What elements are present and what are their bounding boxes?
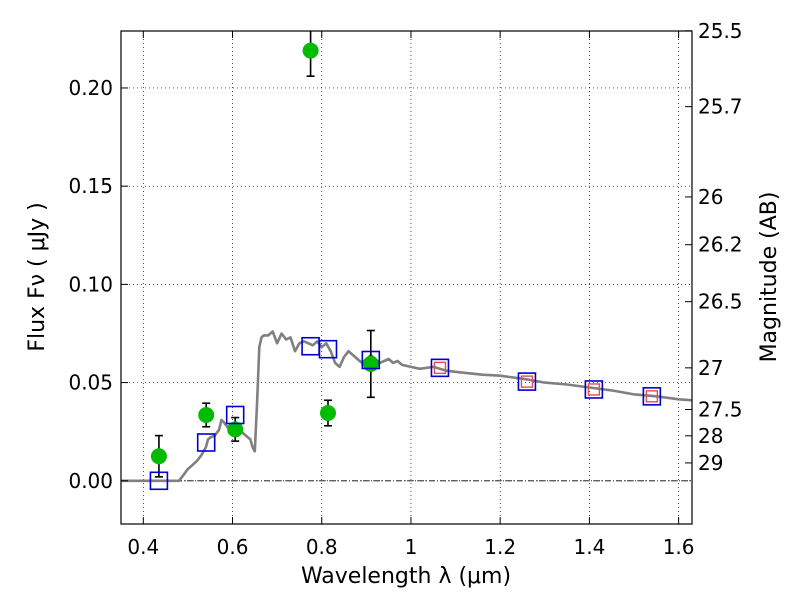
model-square: [318, 339, 338, 359]
observed-point: [198, 406, 215, 423]
y2-axis-label: Magnitude (AB): [757, 192, 782, 363]
x-tick-label: 0.4: [127, 535, 159, 559]
observed-point: [302, 42, 319, 59]
y2-tick-label: 25.5: [698, 19, 743, 43]
observed-point: [319, 405, 336, 422]
x-tick-label: 1.6: [663, 535, 695, 559]
observed-point: [227, 421, 244, 438]
model-square: [642, 387, 662, 406]
model-square: [584, 380, 604, 399]
y2-tick-label: 29: [698, 451, 723, 475]
model-spectrum: [121, 330, 693, 483]
y-tick-label: 0.15: [68, 174, 113, 198]
model-inner-square: [520, 375, 534, 388]
y-axis-ticks: 0.00 0.05 0.10 0.15 0.20: [68, 76, 128, 493]
model-square: [517, 372, 537, 391]
y2-tick-label: 25.7: [698, 95, 743, 119]
y2-tick-label: 27: [698, 356, 723, 380]
x-axis-ticks: 0.4 0.6 0.8 1 1.2 1.4 1.6: [127, 31, 695, 559]
model-inner-square: [433, 361, 447, 375]
x-tick-label: 0.8: [306, 535, 338, 559]
model-square: [361, 350, 381, 370]
observed-point: [362, 355, 379, 372]
model-square: [225, 405, 245, 425]
model-square: [196, 433, 216, 452]
model-inner-square: [587, 383, 601, 396]
y-axis-label: Flux Fν ( μJy ): [25, 202, 50, 351]
y-tick-label: 0.05: [68, 371, 113, 395]
y2-tick-label: 26.5: [698, 290, 743, 314]
x-tick-label: 1: [405, 535, 418, 559]
x-tick-label: 1.4: [573, 535, 605, 559]
y-tick-label: 0.10: [68, 272, 113, 296]
y2-tick-label: 26: [698, 185, 723, 209]
y-tick-label: 0.20: [68, 76, 113, 100]
y2-tick-label: 27.5: [698, 397, 743, 421]
plot-frame: [120, 30, 693, 525]
model-spectrum-line: [121, 330, 693, 483]
model-square: [430, 358, 450, 378]
model-inner-square: [645, 390, 659, 403]
y2-tick-label: 28: [698, 424, 723, 448]
y2-tick-label: 26.2: [698, 233, 743, 257]
y-tick-label: 0.00: [68, 469, 113, 493]
observed-points: [150, 42, 379, 465]
observed-point: [150, 448, 167, 465]
grid: [121, 31, 692, 524]
error-bars: [154, 31, 375, 478]
x-tick-label: 0.6: [217, 535, 249, 559]
x-axis-label: Wavelength λ (μm): [301, 564, 511, 589]
y2-axis-ticks: 25.5 25.7 26 26.2 26.5 27 27.5 28 29: [685, 19, 743, 475]
model-square: [149, 471, 169, 491]
model-squares: [149, 336, 662, 491]
x-tick-label: 1.2: [484, 535, 516, 559]
